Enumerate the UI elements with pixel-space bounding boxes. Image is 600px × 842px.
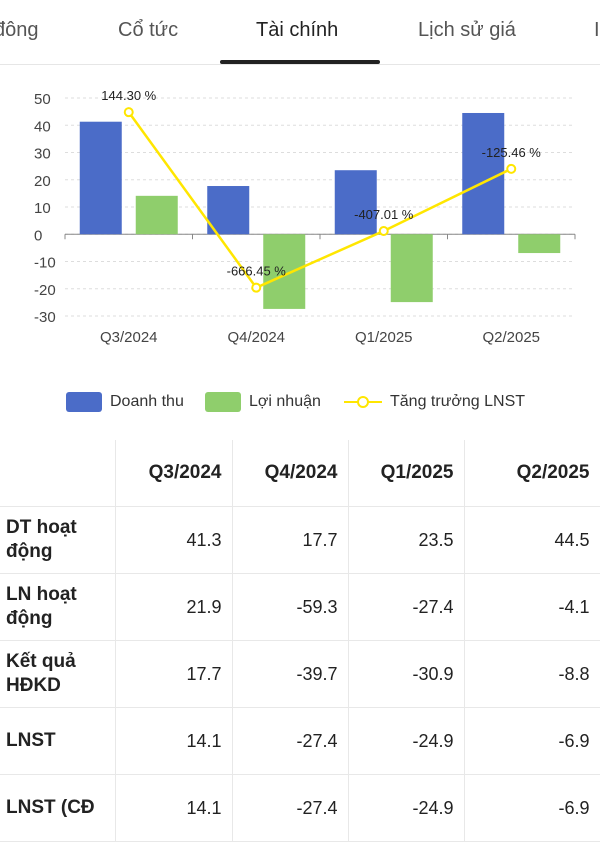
revenue-bar [79,121,122,235]
active-tab-indicator [220,60,380,64]
table-header-row: Q3/2024 Q4/2024 Q1/2025 Q2/2025 [0,440,600,507]
table-cell: -27.4 [347,573,465,641]
legend-revenue[interactable]: Doanh thu [66,388,184,416]
y-tick-label: 50 [34,91,51,108]
table-cell: -6.9 [463,707,600,775]
growth-line-swatch [344,392,382,412]
table-cell: -8.8 [463,640,600,708]
y-tick-label: -30 [34,309,56,326]
legend-profit[interactable]: Lợi nhuận [205,388,321,416]
table-row: LNST 14.1 -27.4 -24.9 -6.9 [0,707,600,775]
table-cell: 21.9 [114,573,233,641]
y-tick-label: 20 [34,173,51,190]
y-tick-label: 40 [34,118,51,135]
profit-bar [263,234,306,309]
x-tick-label: Q1/2025 [355,329,413,346]
growth-point [378,225,389,236]
table-cell: 17.7 [114,640,233,708]
y-tick-label: 30 [34,146,51,163]
growth-data-label: -407.01 % [354,207,414,222]
row-label: LN hoạt động [0,573,116,641]
revenue-bar [334,170,377,235]
table-header-q1-2025: Q1/2025 [347,440,465,507]
table-cell: -24.9 [347,707,465,775]
tab-price-history[interactable]: Lịch sử giá [418,19,516,41]
table-row: Kết quả HĐKD 17.7 -39.7 -30.9 -8.8 [0,640,600,708]
table-header-q4-2024: Q4/2024 [231,440,349,507]
table-header-q2-2025: Q2/2025 [463,440,600,507]
y-tick-label: -10 [34,255,56,272]
growth-point [123,107,134,118]
table-cell: 23.5 [347,506,465,574]
tab-financials[interactable]: Tài chính [256,19,339,41]
x-tick-label: Q4/2024 [227,329,285,346]
table-cell: -6.9 [463,774,600,842]
profit-bar [390,234,433,303]
y-tick-label: -20 [34,282,56,299]
table-cell: -24.9 [347,774,465,842]
financial-chart: 50 40 30 20 10 0 -10 -20 -30 Q3/2024 Q4/2024 Q1/202… [34,88,576,346]
tab-shareholders[interactable]: đông [0,19,39,41]
tab-next[interactable]: I [594,19,600,41]
growth-data-label: -125.46 % [482,145,542,160]
x-tick-label: Q2/2025 [482,329,540,346]
table-header-blank [0,440,116,507]
financial-table: Q3/2024 Q4/2024 Q1/2025 Q2/2025 DT hoạt … [0,440,600,842]
y-tick-label: 10 [34,200,51,217]
growth-data-label: -666.45 % [227,264,287,279]
chart-legend: Doanh thu Lợi nhuận Tăng trưởng LNST [0,388,600,416]
growth-point [506,163,517,174]
legend-growth-label: Tăng trưởng LNST [390,393,526,410]
table-cell: 44.5 [463,506,600,574]
growth-line [127,111,512,290]
legend-growth[interactable]: Tăng trưởng LNST [344,388,525,416]
row-label: LNST (CĐ [0,774,116,842]
table-cell: -59.3 [231,573,349,641]
profit-swatch [205,392,241,412]
revenue-bar [207,186,250,235]
row-label: LNST [0,707,116,775]
table-cell: 14.1 [114,774,233,842]
profit-bar [135,195,178,235]
table-cell: -39.7 [231,640,349,708]
table-cell: 14.1 [114,707,233,775]
table-row: LN hoạt động 21.9 -59.3 -27.4 -4.1 [0,573,600,641]
tab-bar: đông Cổ tức Tài chính Lịch sử giá I [0,0,600,65]
revenue-bar [462,112,505,235]
row-label: Kết quả HĐKD [0,640,116,708]
table-header-q3-2024: Q3/2024 [114,440,233,507]
tab-dividends[interactable]: Cổ tức [118,19,179,41]
row-label: DT hoạt động [0,506,116,574]
profit-bar [518,234,561,254]
legend-revenue-label: Doanh thu [110,393,184,410]
table-cell: -4.1 [463,573,600,641]
table-cell: 17.7 [231,506,349,574]
revenue-swatch [66,392,102,412]
table-row: LNST (CĐ 14.1 -27.4 -24.9 -6.9 [0,774,600,842]
growth-data-label: 144.30 % [101,88,156,103]
table-cell: -27.4 [231,707,349,775]
table-cell: 41.3 [114,506,233,574]
table-cell: -30.9 [347,640,465,708]
growth-point [251,282,262,293]
y-tick-label: 0 [34,227,42,244]
x-tick-label: Q3/2024 [100,329,158,346]
table-row: DT hoạt động 41.3 17.7 23.5 44.5 [0,506,600,574]
legend-profit-label: Lợi nhuận [249,393,321,410]
table-cell: -27.4 [231,774,349,842]
